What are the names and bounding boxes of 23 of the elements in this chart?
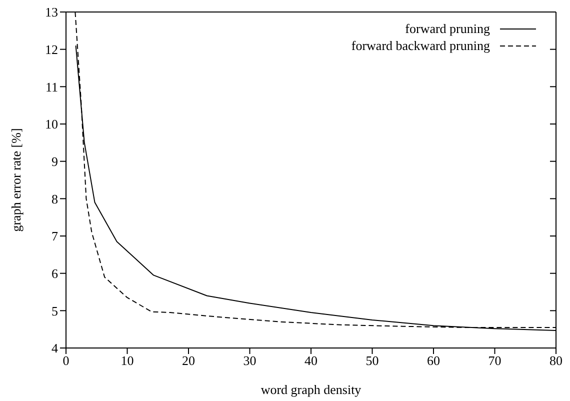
x-tick-label: 30 [243,353,256,368]
x-tick-label: 70 [488,353,502,368]
y-axis-title: graph error rate [%] [8,128,24,232]
y-tick-label: 11 [45,79,58,94]
x-tick-label: 0 [62,353,70,368]
y-tick-label: 5 [52,303,58,318]
legend-label: forward backward pruning [351,38,490,54]
y-tick-label: 8 [52,191,58,206]
x-tick-label: 60 [427,353,440,368]
y-tick-label: 7 [52,228,58,244]
x-tick-label: 10 [120,353,134,368]
legend-label: forward pruning [405,20,490,36]
y-tick-label: 13 [45,4,58,20]
x-tick-label: 20 [182,353,195,368]
y-tick-label: 4 [52,340,58,356]
y-tick-label: 6 [52,266,58,281]
y-tick-label: 12 [45,42,58,57]
x-tick-label: 50 [366,353,379,368]
x-axis-title: word graph density [260,382,362,397]
x-tick-label: 40 [304,353,318,368]
y-tick-label: 10 [45,116,58,132]
x-tick-label: 80 [550,353,562,368]
y-tick-label: 9 [52,154,58,169]
